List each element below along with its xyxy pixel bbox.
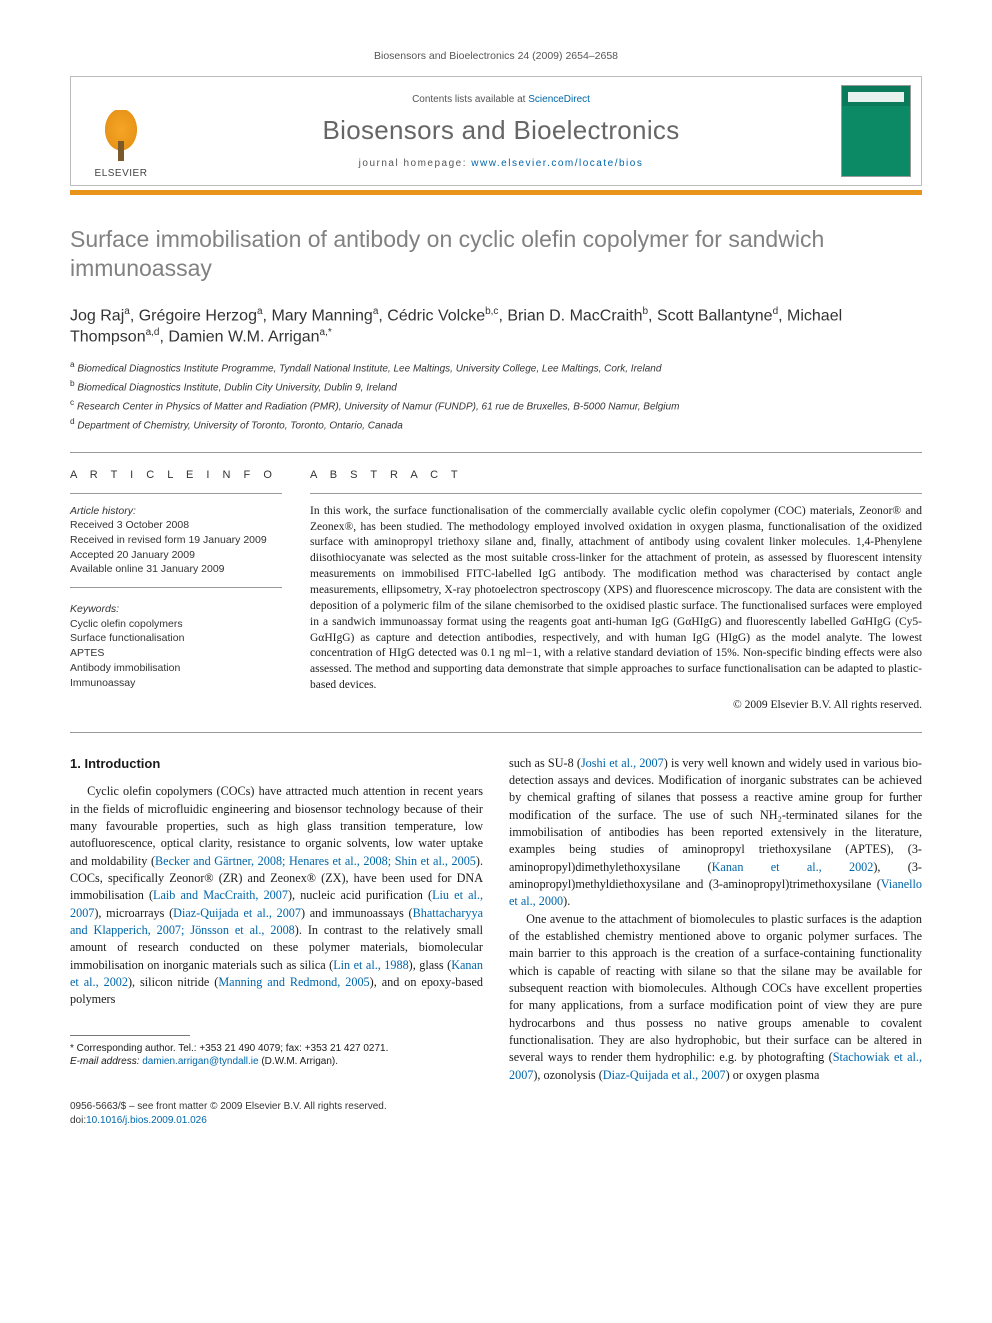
abstract-text: In this work, the surface functionalisat… — [310, 504, 922, 694]
issn-line: 0956-5663/$ – see front matter © 2009 El… — [70, 1100, 922, 1114]
contents-line: Contents lists available at ScienceDirec… — [412, 94, 590, 105]
citation-link[interactable]: Joshi et al., 2007 — [581, 756, 664, 770]
keyword-item: Antibody immobilisation — [70, 661, 282, 676]
masthead: ELSEVIER Contents lists available at Sci… — [70, 76, 922, 186]
keyword-item: APTES — [70, 646, 282, 661]
citation-link[interactable]: Kanan et al., 2002 — [712, 860, 874, 874]
email-label: E-mail address: — [70, 1056, 139, 1067]
doi-value: 10.1016/j.bios.2009.01.026 — [86, 1115, 207, 1126]
email-suffix: (D.W.M. Arrigan). — [259, 1056, 338, 1067]
article-info-column: A R T I C L E I N F O Article history: R… — [70, 469, 282, 714]
body-columns: 1. Introduction Cyclic olefin copolymers… — [70, 755, 922, 1084]
affiliation-line: c Research Center in Physics of Matter a… — [70, 396, 922, 415]
intro-paragraph-2: One avenue to the attachment of biomolec… — [509, 911, 922, 1084]
citation-link[interactable]: Laib and MacCraith, 2007 — [153, 888, 288, 902]
contents-prefix: Contents lists available at — [412, 94, 528, 105]
elsevier-tree-icon — [93, 110, 149, 166]
abstract-divider — [310, 493, 922, 494]
journal-cover-thumbnail — [841, 85, 911, 177]
abstract-column: A B S T R A C T In this work, the surfac… — [310, 469, 922, 714]
corresponding-author-note: * Corresponding author. Tel.: +353 21 49… — [70, 1042, 483, 1056]
publisher-label: ELSEVIER — [95, 168, 148, 179]
citation-link[interactable]: Lin et al., 1988 — [333, 958, 408, 972]
history-line: Received 3 October 2008 — [70, 518, 282, 533]
author-list: Jog Raja, Grégoire Herzoga, Mary Manning… — [70, 305, 922, 349]
body-column-left: 1. Introduction Cyclic olefin copolymers… — [70, 755, 483, 1084]
homepage-prefix: journal homepage: — [359, 158, 472, 169]
article-info-label: A R T I C L E I N F O — [70, 469, 282, 481]
abstract-label: A B S T R A C T — [310, 469, 922, 481]
journal-name: Biosensors and Bioelectronics — [323, 115, 680, 146]
citation-link[interactable]: Diaz-Quijada et al., 2007 — [603, 1068, 726, 1082]
masthead-center: Contents lists available at ScienceDirec… — [171, 77, 831, 185]
publisher-block: ELSEVIER — [71, 77, 171, 185]
affiliation-line: b Biomedical Diagnostics Institute, Dubl… — [70, 377, 922, 396]
history-line: Received in revised form 19 January 2009 — [70, 533, 282, 548]
affiliation-line: d Department of Chemistry, University of… — [70, 415, 922, 434]
affiliation-line: a Biomedical Diagnostics Institute Progr… — [70, 358, 922, 377]
keywords-label: Keywords: — [70, 602, 282, 617]
footnote-separator — [70, 1035, 190, 1036]
divider-bottom — [70, 732, 922, 733]
history-line: Available online 31 January 2009 — [70, 562, 282, 577]
article-title: Surface immobilisation of antibody on cy… — [70, 225, 922, 283]
footnotes: * Corresponding author. Tel.: +353 21 49… — [70, 1042, 483, 1069]
corresponding-email-link[interactable]: damien.arrigan@tyndall.ie — [142, 1056, 258, 1067]
info-divider-2 — [70, 587, 282, 588]
email-line: E-mail address: damien.arrigan@tyndall.i… — [70, 1055, 483, 1069]
info-abstract-row: A R T I C L E I N F O Article history: R… — [70, 453, 922, 732]
running-header: Biosensors and Bioelectronics 24 (2009) … — [70, 50, 922, 62]
intro-paragraph-1-cont: such as SU-8 (Joshi et al., 2007) is ver… — [509, 755, 922, 911]
sciencedirect-link[interactable]: ScienceDirect — [528, 94, 590, 105]
doi-line: doi:10.1016/j.bios.2009.01.026 — [70, 1114, 922, 1128]
citation-link[interactable]: Diaz-Quijada et al., 2007 — [173, 906, 301, 920]
history-line: Accepted 20 January 2009 — [70, 548, 282, 563]
citation-link[interactable]: Becker and Gärtner, 2008; Henares et al.… — [155, 854, 476, 868]
article-history: Article history: Received 3 October 2008… — [70, 504, 282, 691]
page: Biosensors and Bioelectronics 24 (2009) … — [0, 0, 992, 1167]
history-label: Article history: — [70, 504, 282, 519]
affiliation-list: a Biomedical Diagnostics Institute Progr… — [70, 358, 922, 433]
citation-link[interactable]: Manning and Redmond, 2005 — [218, 975, 369, 989]
homepage-link[interactable]: www.elsevier.com/locate/bios — [471, 158, 643, 169]
keyword-item: Surface functionalisation — [70, 631, 282, 646]
page-footer: 0956-5663/$ – see front matter © 2009 El… — [70, 1100, 922, 1127]
info-divider-1 — [70, 493, 282, 494]
keyword-item: Immunoassay — [70, 676, 282, 691]
citation-link[interactable]: Vianello et al., 2000 — [509, 877, 922, 908]
cover-thumb-wrap — [831, 77, 921, 185]
intro-heading: 1. Introduction — [70, 755, 483, 773]
accent-bar — [70, 190, 922, 195]
homepage-line: journal homepage: www.elsevier.com/locat… — [359, 158, 644, 169]
keyword-item: Cyclic olefin copolymers — [70, 617, 282, 632]
abstract-copyright: © 2009 Elsevier B.V. All rights reserved… — [310, 698, 922, 714]
body-column-right: such as SU-8 (Joshi et al., 2007) is ver… — [509, 755, 922, 1084]
intro-paragraph-1: Cyclic olefin copolymers (COCs) have att… — [70, 783, 483, 1008]
doi-label: doi: — [70, 1115, 86, 1126]
